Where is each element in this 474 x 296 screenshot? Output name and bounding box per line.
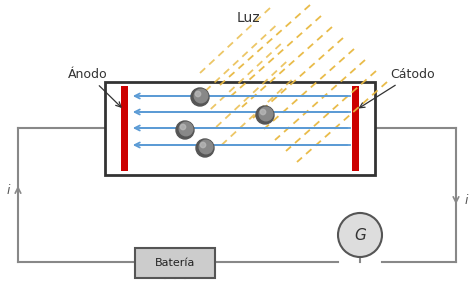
Circle shape xyxy=(201,142,206,148)
Circle shape xyxy=(195,91,201,97)
Circle shape xyxy=(260,109,266,115)
Text: G: G xyxy=(354,228,366,242)
Circle shape xyxy=(259,107,273,121)
Circle shape xyxy=(179,122,193,136)
Bar xyxy=(121,86,128,171)
Circle shape xyxy=(191,88,209,106)
Circle shape xyxy=(256,106,274,124)
Bar xyxy=(105,82,375,175)
Circle shape xyxy=(196,139,214,157)
Text: Luz: Luz xyxy=(236,11,260,25)
Text: i: i xyxy=(6,184,10,197)
Circle shape xyxy=(199,140,213,154)
Circle shape xyxy=(176,121,194,139)
Circle shape xyxy=(180,124,186,130)
Text: Ánodo: Ánodo xyxy=(68,68,121,107)
Bar xyxy=(135,248,215,278)
Text: Batería: Batería xyxy=(155,258,195,268)
Bar xyxy=(352,86,359,171)
Circle shape xyxy=(338,213,382,257)
Circle shape xyxy=(194,89,208,103)
Text: Cátodo: Cátodo xyxy=(360,68,435,108)
Text: i: i xyxy=(464,194,468,207)
